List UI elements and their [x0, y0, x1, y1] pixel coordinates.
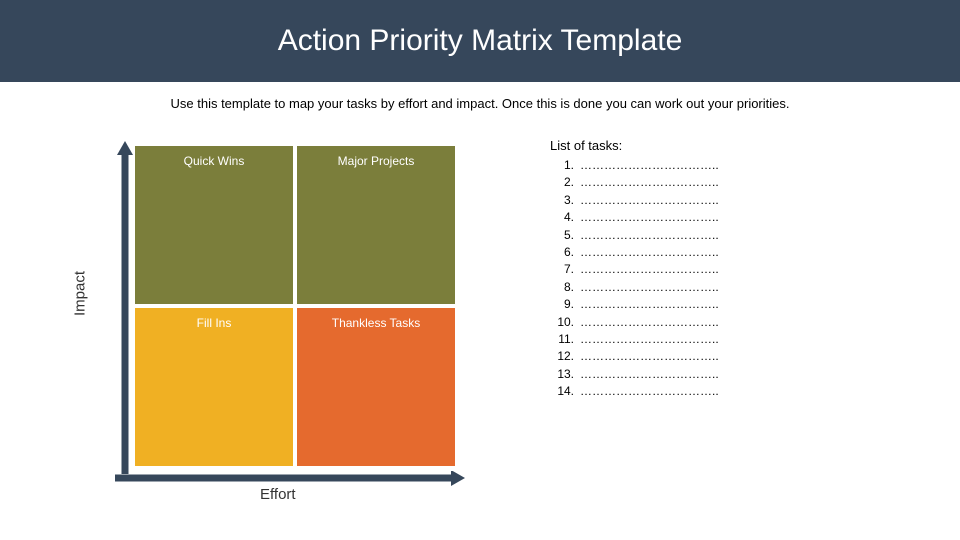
- task-placeholder: ……………………………..: [580, 228, 719, 242]
- page-title: Action Priority Matrix Template: [278, 24, 683, 58]
- subtitle-text: Use this template to map your tasks by e…: [0, 96, 960, 111]
- task-number: 9.: [550, 296, 574, 313]
- task-number: 8.: [550, 279, 574, 296]
- x-axis-arrow-icon: [115, 471, 465, 491]
- y-axis-label: Impact: [72, 271, 89, 316]
- task-placeholder: ……………………………..: [580, 175, 719, 189]
- task-placeholder: ……………………………..: [580, 210, 719, 224]
- quadrant-major-projects: Major Projects: [297, 146, 455, 304]
- quadrant-label: Quick Wins: [184, 154, 245, 168]
- task-placeholder: ……………………………..: [580, 262, 719, 276]
- task-list-item: 11. ……………………………..: [550, 331, 719, 348]
- matrix-area: Impact Effort Quick Wins Major Projects …: [0, 136, 480, 516]
- task-number: 3.: [550, 192, 574, 209]
- task-list-item: 7. ……………………………..: [550, 261, 719, 278]
- task-number: 1.: [550, 157, 574, 174]
- task-placeholder: ……………………………..: [580, 193, 719, 207]
- task-list-item: 1. ……………………………..: [550, 157, 719, 174]
- task-list-item: 6. ……………………………..: [550, 244, 719, 261]
- task-placeholder: ……………………………..: [580, 158, 719, 172]
- task-placeholder: ……………………………..: [580, 280, 719, 294]
- task-placeholder: ……………………………..: [580, 332, 719, 346]
- y-axis-arrow-icon: [115, 141, 135, 476]
- task-number: 6.: [550, 244, 574, 261]
- task-placeholder: ……………………………..: [580, 297, 719, 311]
- task-number: 13.: [550, 366, 574, 383]
- task-list-item: 12. ……………………………..: [550, 348, 719, 365]
- task-number: 5.: [550, 227, 574, 244]
- quadrant-label: Major Projects: [338, 154, 415, 168]
- task-list-item: 4. ……………………………..: [550, 209, 719, 226]
- task-number: 11.: [550, 331, 574, 348]
- task-number: 14.: [550, 383, 574, 400]
- task-placeholder: ……………………………..: [580, 349, 719, 363]
- header: Action Priority Matrix Template: [0, 0, 960, 82]
- task-number: 7.: [550, 261, 574, 278]
- task-list: 1. …………………………….. 2. …………………………….. 3. ………………………: [550, 157, 719, 400]
- task-placeholder: ……………………………..: [580, 367, 719, 381]
- task-list-item: 14. ……………………………..: [550, 383, 719, 400]
- task-list-item: 3. ……………………………..: [550, 192, 719, 209]
- task-placeholder: ……………………………..: [580, 384, 719, 398]
- task-number: 4.: [550, 209, 574, 226]
- task-list-item: 5. ……………………………..: [550, 227, 719, 244]
- content-area: Impact Effort Quick Wins Major Projects …: [0, 136, 960, 516]
- quadrant-quick-wins: Quick Wins: [135, 146, 293, 304]
- task-list-item: 9. ……………………………..: [550, 296, 719, 313]
- quadrant-grid: Quick Wins Major Projects Fill Ins Thank…: [135, 146, 455, 466]
- task-number: 12.: [550, 348, 574, 365]
- task-placeholder: ……………………………..: [580, 315, 719, 329]
- task-list-item: 8. ……………………………..: [550, 279, 719, 296]
- task-list-item: 10. ……………………………..: [550, 314, 719, 331]
- quadrant-thankless-tasks: Thankless Tasks: [297, 308, 455, 466]
- quadrant-label: Thankless Tasks: [332, 316, 420, 330]
- task-list-area: List of tasks: 1. …………………………….. 2. ………………………: [550, 138, 719, 516]
- quadrant-label: Fill Ins: [197, 316, 232, 330]
- task-number: 2.: [550, 174, 574, 191]
- task-placeholder: ……………………………..: [580, 245, 719, 259]
- task-list-title: List of tasks:: [550, 138, 719, 153]
- task-list-item: 13. ……………………………..: [550, 366, 719, 383]
- task-number: 10.: [550, 314, 574, 331]
- task-list-item: 2. ……………………………..: [550, 174, 719, 191]
- quadrant-fill-ins: Fill Ins: [135, 308, 293, 466]
